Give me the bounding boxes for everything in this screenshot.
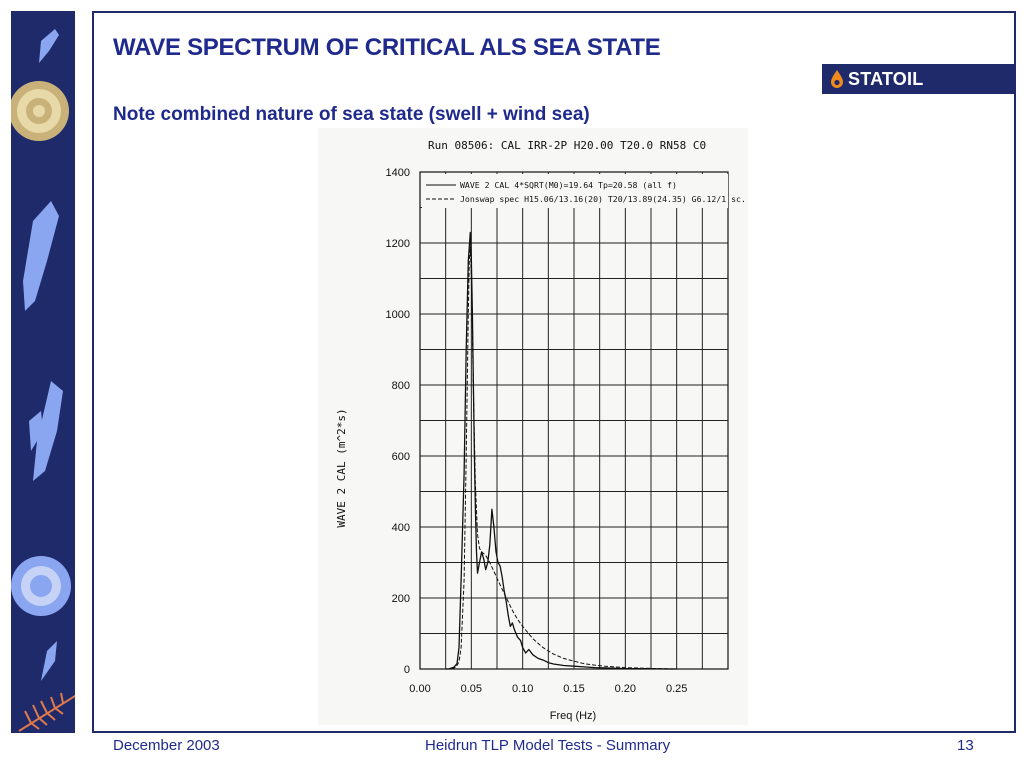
chart-grid [419,171,729,670]
flame-drop-icon [831,70,843,88]
chart-legend: WAVE 2 CAL 4*SQRT(M0)=19.64 Tp=20.58 (al… [422,174,748,208]
fern-icon [18,692,75,732]
frame-border-bottom [92,731,1016,733]
chart-paper [318,128,748,725]
chart-series [445,231,677,670]
legend-entry-jonswap: Jonswap spec H15.06/13.16(20) T20/13.89(… [460,194,748,204]
wave-spectrum-chart: Run 08506: CAL IRR-2P H20.00 T20.0 RN58 … [318,128,748,725]
ammonite-top-icon [11,81,69,141]
y-tick-label: 800 [392,380,410,392]
slide-subtitle: Note combined nature of sea state (swell… [113,104,590,125]
y-tick-label: 0 [404,664,410,676]
footer-date: December 2003 [113,737,220,754]
frame-border-top [92,11,1016,13]
ammonite-bottom-icon [11,556,71,616]
y-axis-label: WAVE 2 CAL (m^2*s) [335,408,348,527]
y-tick-label: 400 [392,522,410,534]
decorative-sidebar [11,11,75,733]
page-number: 13 [957,737,974,754]
slide-title: WAVE SPECTRUM OF CRITICAL ALS SEA STATE [113,34,661,61]
y-tick-label: 1400 [386,167,410,179]
statoil-logo: STATOIL [822,64,1014,94]
x-tick-label: 0.05 [461,683,482,695]
footer-title: Heidrun TLP Model Tests - Summary [425,737,671,754]
x-tick-label: 0.20 [615,683,636,695]
y-tick-label: 1000 [386,309,410,321]
fossil-art [11,29,75,732]
x-tick-label: 0.10 [512,683,533,695]
logo-text: STATOIL [848,68,924,89]
legend-box [422,174,728,208]
y-tick-label: 200 [392,593,410,605]
chart-ticks: 0 200 400 600 800 1000 1200 1400 0.00 0.05 0.10 0.1… [386,167,688,695]
x-axis-label: Freq (Hz) [550,710,596,722]
series-line-measured [445,231,677,670]
frame-border-right [1014,11,1016,733]
x-tick-label: 0.15 [563,683,584,695]
legend-entry-measured: WAVE 2 CAL 4*SQRT(M0)=19.64 Tp=20.58 (al… [460,180,677,190]
chart-svg: Run 08506: CAL IRR-2P H20.00 T20.0 RN58 … [318,128,748,725]
y-tick-label: 1200 [386,238,410,250]
chart-title: Run 08506: CAL IRR-2P H20.00 T20.0 RN58 … [428,139,706,152]
x-tick-label: 0.25 [666,683,687,695]
frame-border-left [92,11,94,733]
y-tick-label: 600 [392,451,410,463]
series-line-jonswap [445,246,677,670]
x-tick-label: 0.00 [409,683,430,695]
